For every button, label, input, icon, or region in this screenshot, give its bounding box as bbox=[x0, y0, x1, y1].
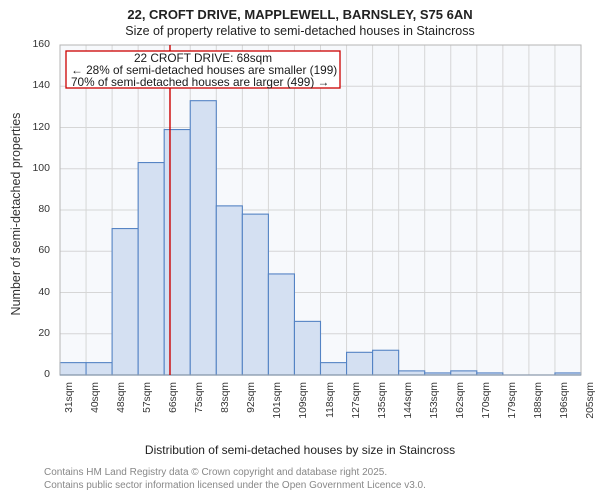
svg-text:70% of semi-detached houses ar: 70% of semi-detached houses are larger (… bbox=[71, 75, 329, 89]
